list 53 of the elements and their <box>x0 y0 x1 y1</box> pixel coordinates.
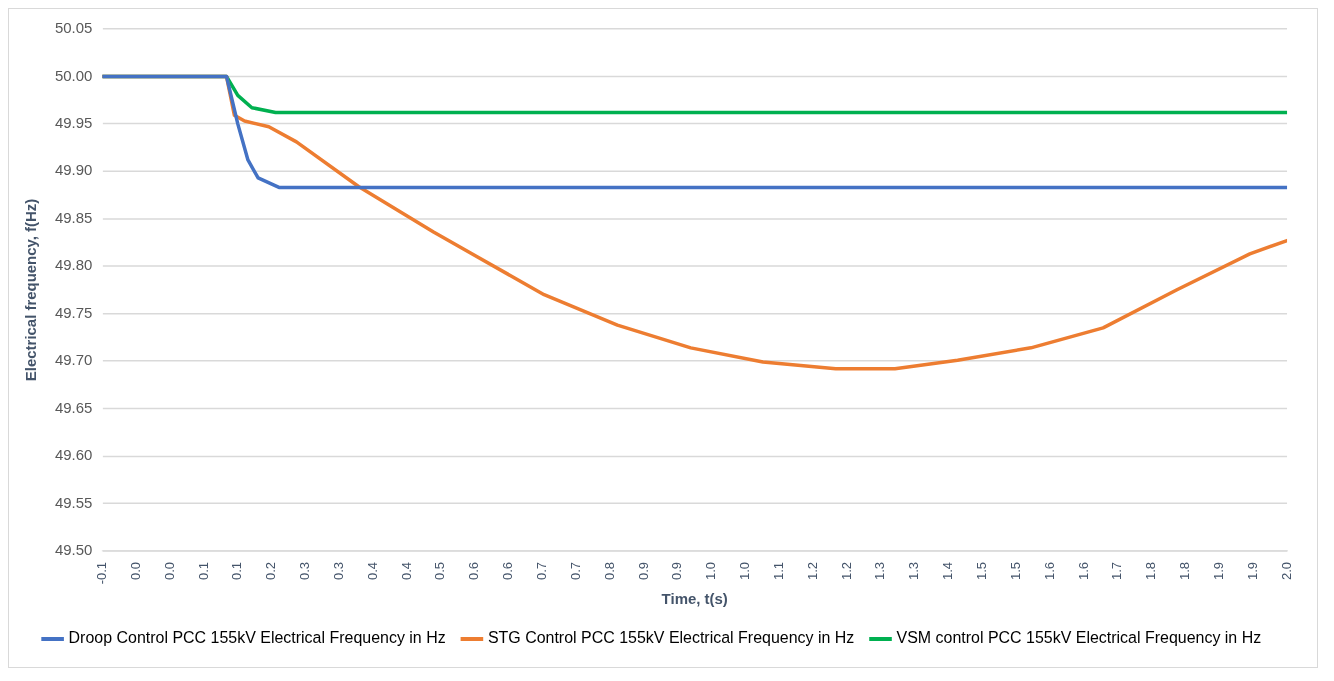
y-tick-label: 49.80 <box>54 256 93 274</box>
legend-label: VSM control PCC 155kV Electrical Frequency in Hz <box>896 629 1262 647</box>
x-tick-label: 1.5 <box>973 561 989 580</box>
x-tick-label: 0.2 <box>263 561 279 580</box>
x-axis-title: Time, t(s) <box>661 590 728 608</box>
x-tick-label: 0.3 <box>330 561 346 580</box>
x-tick-label: 1.5 <box>1007 561 1023 580</box>
y-tick-label: 49.85 <box>54 208 93 226</box>
y-tick-label: 49.50 <box>54 541 93 559</box>
x-tick-label: 1.8 <box>1143 561 1159 580</box>
x-tick-label: 0.6 <box>500 561 516 580</box>
x-tick-label: 1.9 <box>1210 561 1226 580</box>
x-tick-label: 0.9 <box>669 561 685 580</box>
x-tick-label: -0.1 <box>93 561 109 585</box>
x-tick-label: 1.8 <box>1177 561 1193 580</box>
x-tick-label: 1.6 <box>1041 561 1057 580</box>
x-tick-label: 1.0 <box>737 561 753 580</box>
x-tick-label: 0.9 <box>635 561 651 580</box>
x-tick-label: 1.3 <box>872 561 888 580</box>
x-tick-label: 0.1 <box>195 561 211 580</box>
x-tick-label: 0.6 <box>466 561 482 580</box>
x-tick-label: 0.8 <box>601 561 617 580</box>
x-tick-label: 2.0 <box>1278 561 1294 580</box>
y-tick-label: 49.75 <box>54 303 93 321</box>
y-tick-label: 49.60 <box>54 446 93 464</box>
x-tick-label: 1.9 <box>1244 561 1260 580</box>
y-tick-label: 50.00 <box>54 66 93 84</box>
y-tick-label: 49.55 <box>54 493 93 511</box>
x-tick-label: 0.0 <box>161 561 177 580</box>
x-tick-label: 0.4 <box>364 561 380 580</box>
y-tick-label: 49.70 <box>54 351 93 369</box>
x-tick-label: 0.7 <box>533 561 549 580</box>
legend-label: STG Control PCC 155kV Electrical Frequency in Hz <box>487 629 855 647</box>
x-tick-label: 1.4 <box>940 561 956 580</box>
x-tick-label: 1.7 <box>1109 561 1125 580</box>
x-tick-label: 1.1 <box>770 561 786 580</box>
y-tick-label: 49.95 <box>54 113 93 131</box>
y-tick-label: 49.90 <box>54 161 93 179</box>
y-tick-label: 49.65 <box>54 398 93 416</box>
x-tick-label: 0.4 <box>398 561 414 580</box>
y-tick-label: 50.05 <box>54 19 93 37</box>
x-tick-label: 1.6 <box>1075 561 1091 580</box>
x-tick-label: 1.0 <box>703 561 719 580</box>
x-tick-label: 0.3 <box>297 561 313 580</box>
y-axis-title: Electrical frequency, f(Hz) <box>22 198 40 382</box>
x-tick-label: 0.1 <box>229 561 245 580</box>
x-tick-label: 1.3 <box>906 561 922 580</box>
x-tick-label: 1.2 <box>838 561 854 580</box>
x-tick-label: 0.5 <box>432 561 448 580</box>
x-tick-label: 1.2 <box>804 561 820 580</box>
legend-label: Droop Control PCC 155kV Electrical Frequency in Hz <box>68 629 446 647</box>
x-tick-label: 0.7 <box>567 561 583 580</box>
x-tick-label: 0.0 <box>127 561 143 580</box>
